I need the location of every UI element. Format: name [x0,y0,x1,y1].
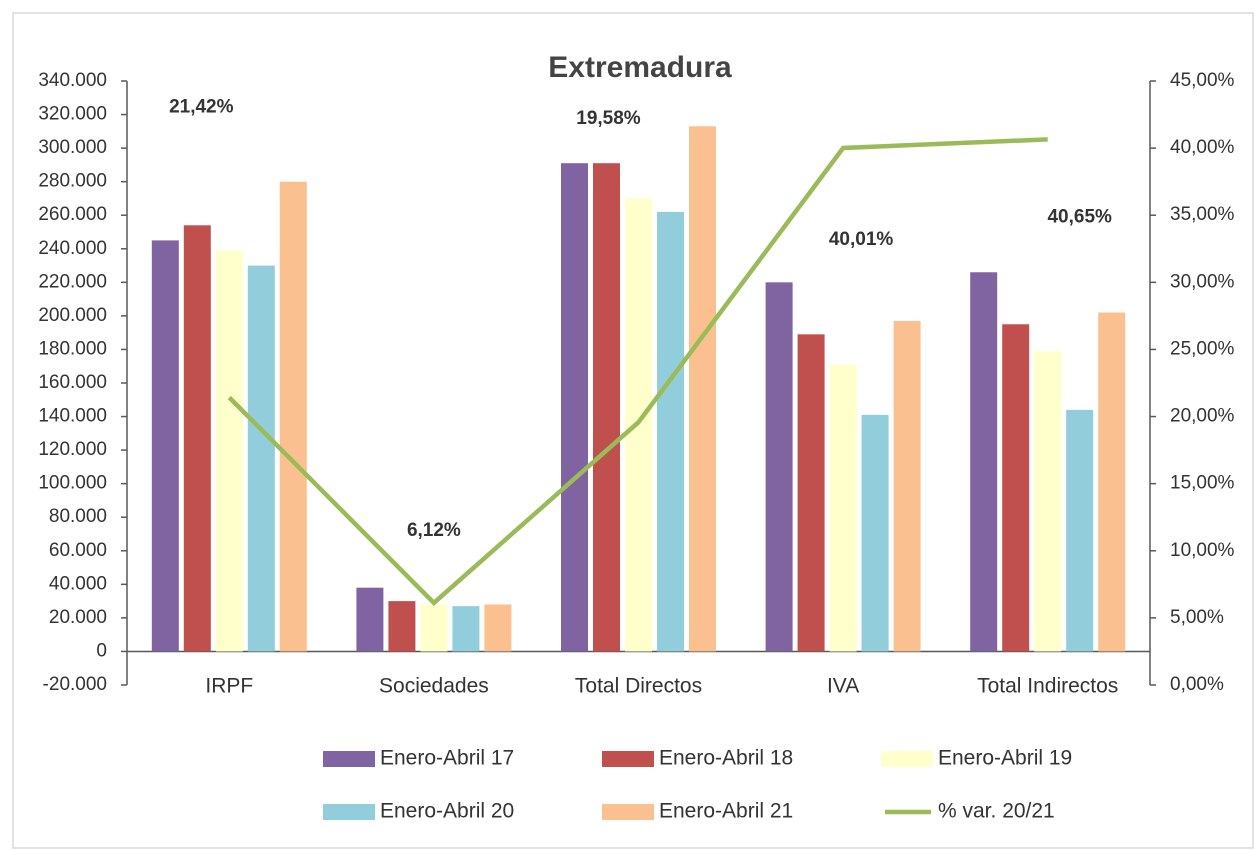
legend-swatch [602,751,654,767]
chart-title: Extremadura [548,51,732,84]
legend-swatch [323,751,375,767]
bar [388,601,416,652]
bar [657,211,684,652]
bar [861,414,889,652]
y-tick-label: 180.000 [38,338,107,359]
bar [484,604,512,652]
x-tick-label: IRPF [205,675,253,698]
y-tick-label: 80.000 [49,506,107,527]
bar [183,225,211,652]
line [227,137,1048,606]
legend-swatch [602,804,654,820]
bar [1098,312,1126,652]
bar [970,272,998,652]
bar [247,265,275,652]
data-label: 19,58% [576,108,641,129]
bar [1066,409,1094,652]
bar [893,320,921,652]
data-label: 6,12% [407,520,461,541]
y-tick-label: 0 [96,640,107,661]
y-tick-label: 140.000 [38,406,107,427]
bar [797,334,825,652]
bar [452,606,480,652]
data-label: 40,65% [1047,206,1112,227]
data-label: 21,42% [169,97,234,118]
y2-tick-label: 25,00% [1170,338,1235,359]
y-tick-label: 40.000 [49,573,107,594]
x-tick-label: Sociedades [379,675,489,698]
y-tick-label: 100.000 [38,473,107,494]
y-tick-label: -20.000 [43,674,107,695]
legend-label: Enero-Abril 17 [380,747,514,770]
bar [279,181,307,652]
y2-tick-label: 10,00% [1170,540,1235,561]
legend-swatch [881,751,933,767]
y-tick-label: 260.000 [38,204,107,225]
legend-label: % var. 20/21 [938,800,1055,823]
y-tick-label: 340.000 [38,70,107,91]
y-tick-label: 120.000 [38,439,107,460]
y-tick-label: 300.000 [38,137,107,158]
y2-tick-label: 30,00% [1170,271,1235,292]
y-tick-label: 240.000 [38,238,107,259]
y2-tick-label: 0,00% [1170,674,1224,695]
bar [356,587,384,652]
data-label: 40,01% [829,229,894,250]
x-tick-label: IVA [827,675,859,698]
legend-label: Enero-Abril 18 [659,747,793,770]
bar [689,126,716,652]
y2-tick-label: 20,00% [1170,406,1235,427]
bar [151,240,179,652]
x-tick-label: Total Indirectos [977,675,1118,698]
bar [593,163,620,652]
y-tick-label: 280.000 [38,171,107,192]
bar [765,282,793,652]
bar [829,364,857,652]
y2-tick-label: 40,00% [1170,137,1235,158]
y-tick-label: 200.000 [38,305,107,326]
y-tick-label: 160.000 [38,372,107,393]
y-tick-label: 320.000 [38,104,107,125]
bar [1002,324,1030,652]
bar [561,163,588,652]
y2-tick-label: 35,00% [1170,204,1235,225]
y-tick-label: 60.000 [49,540,107,561]
legend-swatch [323,804,375,820]
y2-tick-label: 15,00% [1170,473,1235,494]
legend-label: Enero-Abril 20 [380,800,514,823]
legend-label: Enero-Abril 21 [659,800,793,823]
y-tick-label: 20.000 [49,607,107,628]
y2-tick-label: 5,00% [1170,607,1224,628]
bar [215,250,243,652]
bar [1034,351,1062,652]
legend-label: Enero-Abril 19 [938,747,1072,770]
bar [420,604,448,652]
y2-tick-label: 45,00% [1170,70,1235,91]
x-tick-label: Total Directos [575,675,702,698]
y-tick-label: 220.000 [38,271,107,292]
